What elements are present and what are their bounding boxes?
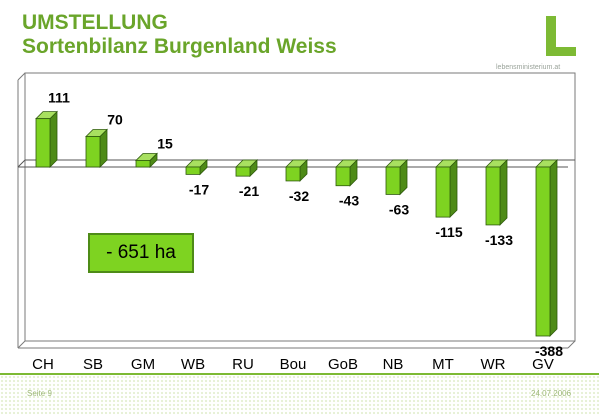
bar-front xyxy=(185,166,201,175)
bar-GV xyxy=(535,159,558,337)
bar-side xyxy=(49,110,58,168)
bar-WB xyxy=(185,159,208,176)
bar-RU xyxy=(235,159,258,178)
category-label-CH: CH xyxy=(32,356,54,373)
bar-Bou xyxy=(285,159,308,182)
category-label-RU: RU xyxy=(232,356,254,373)
value-label-NB: -63 xyxy=(389,201,409,217)
bar-GoB xyxy=(335,159,358,187)
plot-edge xyxy=(17,340,26,349)
total-annotation: - 651 ha xyxy=(88,233,194,273)
bar-side xyxy=(449,159,458,219)
category-label-Bou: Bou xyxy=(280,356,307,373)
bar-WR xyxy=(485,159,508,226)
category-label-WB: WB xyxy=(181,356,205,373)
page-subtitle: Sortenbilanz Burgenland Weiss xyxy=(22,35,337,58)
zero-line-edge xyxy=(17,159,26,168)
bar-front xyxy=(135,160,151,168)
bar-front xyxy=(35,118,51,168)
footer-band xyxy=(0,375,599,415)
bar-NB xyxy=(385,159,408,196)
logo-url-text: lebensministerium.at xyxy=(496,64,561,71)
bar-side xyxy=(499,159,508,226)
bar-front xyxy=(485,166,501,226)
category-label-WR: WR xyxy=(481,356,506,373)
bar-front xyxy=(385,166,401,195)
page-number: Seite 9 xyxy=(27,389,52,398)
value-label-CH: 111 xyxy=(48,90,70,106)
plot-edge xyxy=(567,340,576,349)
category-label-MT: MT xyxy=(432,356,454,373)
bar-front xyxy=(535,166,551,337)
value-label-Bou: -32 xyxy=(289,188,309,204)
value-label-MT: -115 xyxy=(435,224,462,240)
bar-SB xyxy=(85,128,108,168)
value-label-SB: 70 xyxy=(107,112,123,128)
bar-front xyxy=(285,166,301,182)
bar-side xyxy=(549,159,558,337)
value-label-WR: -133 xyxy=(485,232,513,248)
value-label-GM: 15 xyxy=(157,135,173,151)
logo-l-horizontal xyxy=(546,47,576,56)
logo-l-vertical xyxy=(546,16,556,56)
bar-front xyxy=(435,166,451,218)
bar-front xyxy=(335,166,351,187)
category-label-SB: SB xyxy=(83,356,103,373)
category-label-GV: GV xyxy=(532,356,554,373)
plot-edge xyxy=(17,72,26,81)
bar-GM xyxy=(135,152,158,168)
category-label-NB: NB xyxy=(383,356,404,373)
bar-front xyxy=(85,136,101,168)
value-label-GoB: -43 xyxy=(339,193,359,209)
bar-front xyxy=(235,166,251,177)
page-title: UMSTELLUNG xyxy=(22,11,168,34)
bar-MT xyxy=(435,159,458,219)
value-label-WB: -17 xyxy=(189,181,209,197)
bar-CH xyxy=(35,110,58,168)
value-label-RU: -21 xyxy=(239,183,259,199)
category-label-GoB: GoB xyxy=(328,356,358,373)
footer-rule xyxy=(0,373,599,375)
value-label-GV: -388 xyxy=(535,343,563,359)
category-label-GM: GM xyxy=(131,356,155,373)
footer-date: 24.07.2006 xyxy=(531,389,572,398)
